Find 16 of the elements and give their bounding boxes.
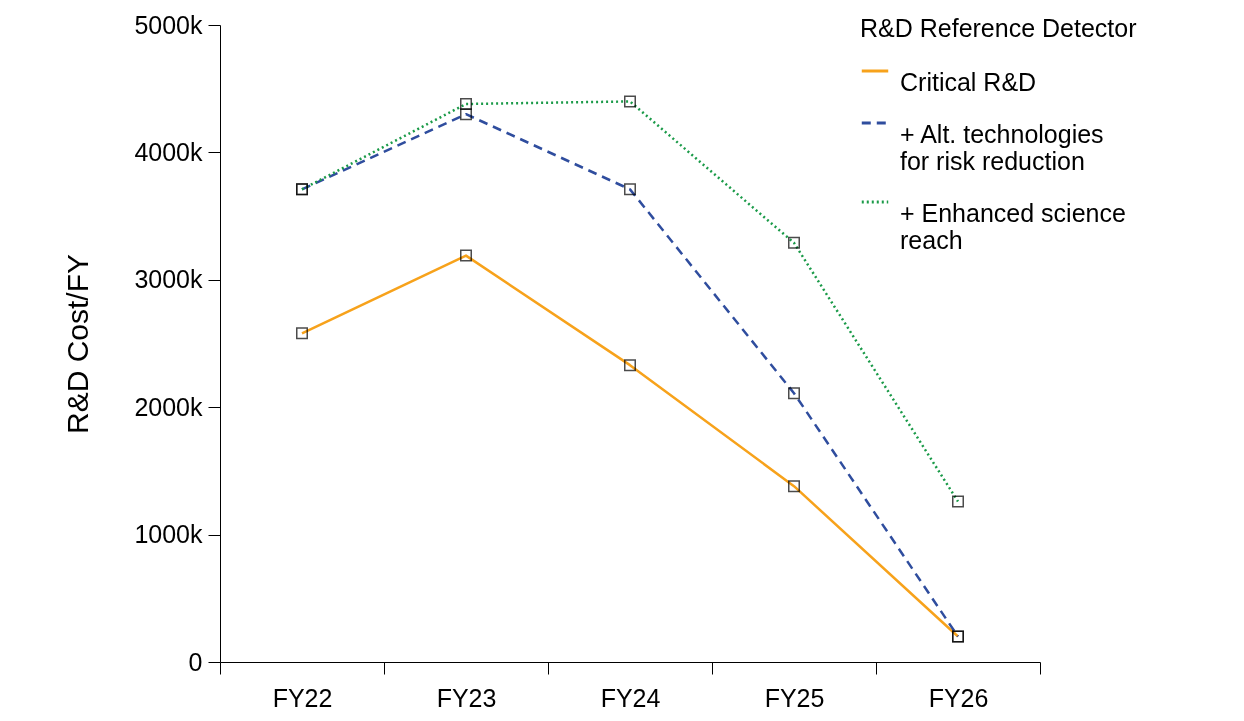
- y-tick-label: 1000k: [134, 520, 203, 549]
- x-tick-label: FY22: [272, 683, 333, 712]
- legend-label: + Enhanced science reach: [900, 199, 1126, 254]
- y-tick-label: 3000k: [134, 265, 203, 294]
- y-tick-label: 2000k: [134, 392, 203, 421]
- y-tick-label: 5000k: [134, 10, 203, 39]
- legend-label: Critical R&D: [900, 68, 1037, 96]
- legend-title: R&D Reference Detector: [860, 14, 1137, 42]
- y-tick-label: 0: [188, 647, 203, 676]
- legend-label: + Alt. technologies for risk reduction: [900, 120, 1104, 175]
- y-tick-label: 4000k: [134, 137, 203, 166]
- x-tick-label: FY25: [764, 683, 825, 712]
- y-axis-title: R&D Cost/FY: [61, 253, 95, 435]
- x-tick-label: FY26: [928, 683, 989, 712]
- x-tick-label: FY23: [436, 683, 497, 712]
- x-tick-label: FY24: [600, 683, 661, 712]
